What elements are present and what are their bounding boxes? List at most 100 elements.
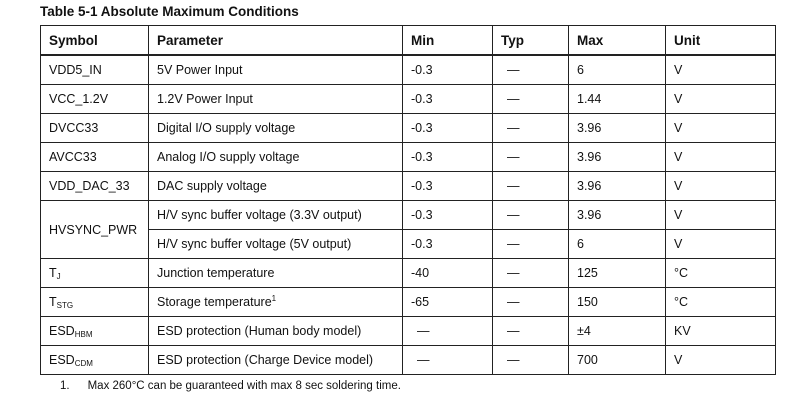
parameter-cell: Analog I/O supply voltage	[148, 142, 403, 172]
typ: —	[507, 295, 520, 309]
parameter-cell: Storage temperature1	[148, 287, 403, 317]
min: —	[417, 353, 430, 367]
parameter: 5V Power Input	[157, 63, 243, 77]
table-row: TJ Junction temperature -40 — 125 °C	[40, 258, 776, 288]
symbol: VCC_1.2V	[49, 92, 109, 106]
symbol: T	[49, 265, 57, 280]
min: -0.3	[411, 63, 433, 77]
footnote: 1. Max 260°C can be guaranteed with max 8…	[60, 380, 401, 392]
table-row: VDD_DAC_33 DAC supply voltage -0.3 — 3.96 V	[40, 171, 776, 201]
parameter-cell: 1.2V Power Input	[148, 84, 403, 114]
parameter-cell: Digital I/O supply voltage	[148, 113, 403, 143]
unit-cell: V	[665, 54, 776, 85]
max-cell: 150	[568, 287, 666, 317]
parameter-cell: H/V sync buffer voltage (3.3V output)	[148, 200, 403, 230]
max: 6	[577, 237, 584, 251]
table-row: DVCC33 Digital I/O supply voltage -0.3 — 3.9…	[40, 113, 776, 143]
table-row: H/V sync buffer voltage (5V output) -0.3 —…	[41, 229, 776, 259]
max-cell: 3.96	[568, 200, 666, 230]
max: 150	[577, 295, 598, 309]
typ: —	[507, 237, 520, 251]
symbol: VDD5_IN	[49, 63, 102, 77]
unit-cell: KV	[665, 316, 776, 346]
typ: —	[507, 150, 520, 164]
max-cell: 125	[568, 258, 666, 288]
parameter-cell: ESD protection (Human body model)	[148, 316, 403, 346]
symbol: VDD_DAC_33	[49, 179, 130, 193]
parameter: 1.2V Power Input	[157, 92, 253, 106]
unit-cell: V	[665, 229, 776, 259]
parameter-cell: Junction temperature	[148, 258, 403, 288]
unit-cell: V	[665, 142, 776, 172]
unit-cell: V	[665, 171, 776, 201]
max-cell: 700	[568, 345, 666, 375]
max: 1.44	[577, 92, 602, 106]
column-header: Parameter	[148, 25, 403, 56]
min-cell: -0.3	[402, 171, 493, 201]
table-row: AVCC33 Analog I/O supply voltage -0.3 — 3.96…	[40, 142, 776, 172]
symbol-cell: VDD_DAC_33	[40, 171, 149, 201]
max: 3.96	[577, 150, 602, 164]
typ: —	[507, 63, 520, 77]
unit: KV	[674, 324, 691, 338]
min: —	[417, 324, 430, 338]
typ-cell: —	[492, 287, 569, 317]
max: 3.96	[577, 208, 602, 222]
column-header: Max	[568, 25, 666, 56]
column-header: Min	[402, 25, 493, 56]
parameter: ESD protection (Human body model)	[157, 324, 362, 338]
typ-cell: —	[492, 345, 569, 375]
symbol-cell: DVCC33	[40, 113, 149, 143]
symbol-cell: TSTG	[40, 287, 149, 317]
footnote-marker: 1.	[60, 380, 70, 392]
unit: V	[674, 208, 683, 222]
unit: V	[674, 121, 683, 135]
typ-cell: —	[492, 171, 569, 201]
unit: V	[674, 150, 683, 164]
min-cell: -0.3	[402, 84, 493, 114]
table-row: ESDHBM ESD protection (Human body model) —…	[40, 316, 776, 346]
min: -0.3	[411, 121, 433, 135]
unit: °C	[674, 295, 689, 309]
symbol: ESD	[49, 323, 75, 338]
column-header: Symbol	[40, 25, 149, 56]
unit: °C	[674, 266, 689, 280]
min-cell: —	[402, 316, 493, 346]
footnote-text: Max 260°C can be guaranteed with max 8 s…	[87, 380, 401, 392]
unit: V	[674, 179, 683, 193]
parameter: H/V sync buffer voltage (3.3V output)	[157, 208, 362, 222]
symbol: HVSYNC_PWR	[49, 222, 138, 237]
min-cell: -0.3	[402, 200, 493, 230]
table-title: Table 5-1 Absolute Maximum Conditions	[40, 4, 299, 19]
symbol-cell: VDD5_IN	[40, 54, 149, 85]
typ-cell: —	[492, 142, 569, 172]
symbol: AVCC33	[49, 150, 97, 164]
unit-cell: °C	[665, 287, 776, 317]
unit: V	[674, 92, 683, 106]
typ: —	[507, 324, 520, 338]
table-row: ESDCDM ESD protection (Charge Device mode…	[40, 345, 776, 375]
parameter: Storage temperature	[157, 295, 272, 310]
unit: V	[674, 63, 683, 77]
symbol-subscript: HBM	[74, 329, 93, 339]
min-cell: —	[402, 345, 493, 375]
column-header: Unit	[665, 25, 776, 56]
max-cell: 6	[568, 54, 666, 85]
max-cell: 6	[568, 229, 666, 259]
unit-cell: V	[665, 345, 776, 375]
min: -0.3	[411, 92, 433, 106]
max: ±4	[577, 324, 591, 338]
symbol-cell: VCC_1.2V	[40, 84, 149, 114]
symbol: DVCC33	[49, 121, 99, 135]
typ-cell: —	[492, 200, 569, 230]
typ: —	[507, 208, 520, 222]
parameter-cell: DAC supply voltage	[148, 171, 403, 201]
max: 3.96	[577, 179, 602, 193]
typ-cell: —	[492, 84, 569, 114]
typ: —	[507, 266, 520, 280]
parameter-cell: 5V Power Input	[148, 54, 403, 85]
min-cell: -0.3	[402, 54, 493, 85]
symbol-cell: TJ	[40, 258, 149, 288]
typ: —	[507, 179, 520, 193]
typ: —	[507, 92, 520, 106]
